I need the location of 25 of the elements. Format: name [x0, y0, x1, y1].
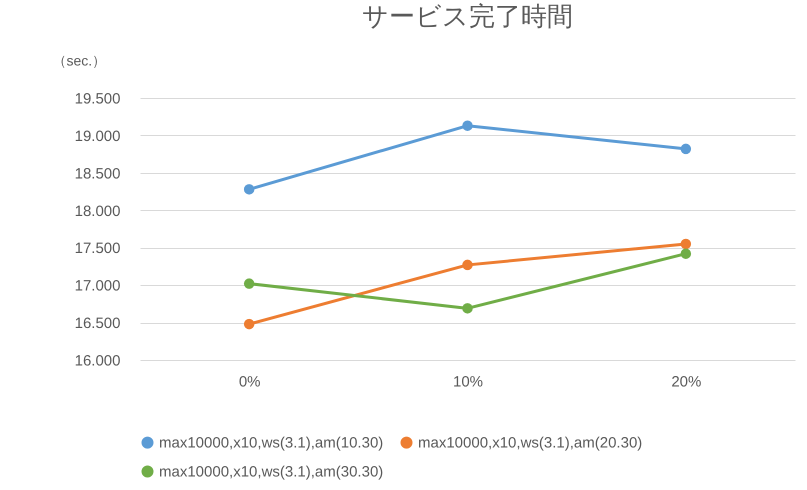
- point: [680, 238, 692, 250]
- point: [462, 120, 473, 131]
- x-tick-label: 20%: [671, 374, 702, 390]
- legend-label: max10000,x10,ws(3.1),am(30.30): [159, 464, 384, 480]
- chart-title: サービス完了時間: [362, 1, 573, 31]
- y-axis-title: （sec.）: [52, 52, 106, 68]
- x-tick-label: 0%: [238, 374, 261, 390]
- y-tick-label: 19.500: [74, 90, 120, 108]
- point: [244, 184, 254, 195]
- y-tick-label: 18.000: [74, 202, 120, 220]
- x-tick-label: 10%: [452, 374, 484, 390]
- point: [244, 318, 254, 330]
- y-tick-label: 16.000: [74, 352, 120, 370]
- point: [244, 278, 254, 289]
- y-tick-label: 19.000: [74, 128, 120, 145]
- legend-label: max10000,x10,ws(3.1),am(20.30): [418, 434, 642, 452]
- y-tick-label: 18.500: [74, 165, 120, 182]
- y-tick-label: 16.500: [74, 315, 120, 332]
- point: [680, 248, 692, 259]
- point: [680, 144, 692, 154]
- y-tick-label: 17.000: [74, 278, 120, 295]
- y-tick-label: 17.500: [74, 240, 120, 258]
- legend-label: max10000,x10,ws(3.1),am(10.30): [159, 434, 384, 452]
- point: [462, 303, 473, 314]
- point: [462, 260, 473, 270]
